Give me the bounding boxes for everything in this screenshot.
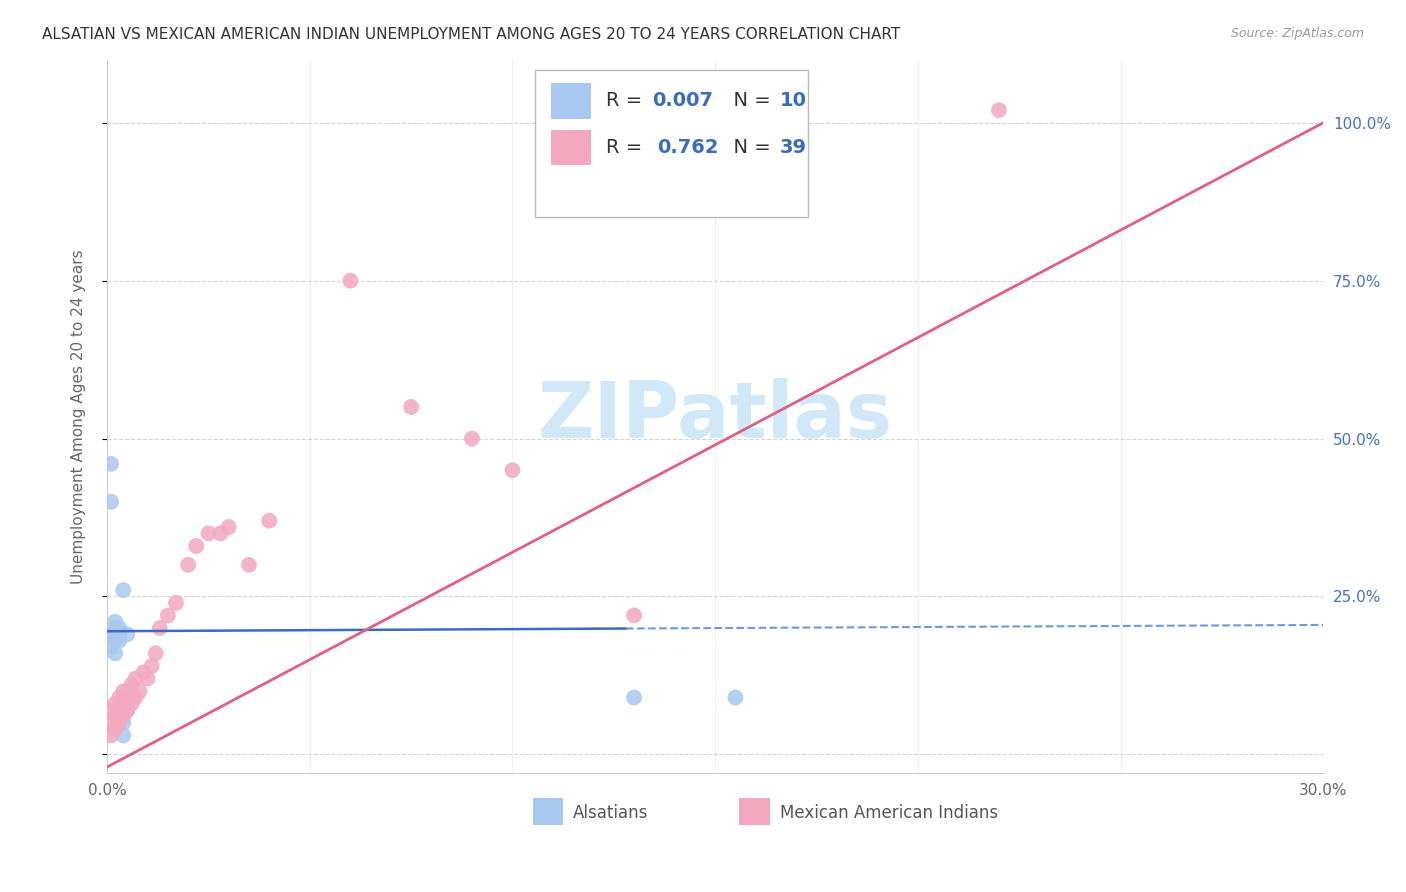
Point: [461, 432, 484, 446]
Point: [100, 457, 122, 471]
Point: [104, 615, 127, 629]
Point: [100, 715, 122, 730]
FancyBboxPatch shape: [533, 798, 564, 825]
Point: [724, 690, 747, 705]
Point: [623, 690, 645, 705]
Point: [108, 633, 131, 648]
Point: [112, 709, 135, 723]
FancyBboxPatch shape: [740, 798, 770, 825]
Point: [987, 103, 1010, 117]
Text: 0.762: 0.762: [657, 138, 718, 157]
Point: [112, 583, 135, 598]
Point: [124, 690, 146, 705]
Text: N =: N =: [721, 138, 778, 157]
Point: [132, 665, 155, 680]
Point: [104, 722, 127, 736]
Point: [117, 684, 139, 698]
Point: [339, 274, 361, 288]
FancyBboxPatch shape: [536, 70, 808, 217]
Point: [623, 608, 645, 623]
Point: [108, 627, 131, 641]
Point: [117, 690, 139, 705]
Point: [100, 728, 122, 742]
Text: R =: R =: [606, 92, 648, 111]
Point: [501, 463, 523, 477]
Point: [104, 627, 127, 641]
Point: [156, 608, 179, 623]
Point: [117, 703, 139, 717]
Point: [117, 703, 139, 717]
Point: [112, 697, 135, 711]
Point: [238, 558, 260, 572]
Point: [136, 672, 159, 686]
FancyBboxPatch shape: [551, 83, 591, 119]
Point: [124, 672, 146, 686]
Text: Alsatians: Alsatians: [572, 804, 648, 822]
Point: [197, 526, 219, 541]
Point: [104, 646, 127, 660]
Point: [145, 646, 167, 660]
Text: N =: N =: [721, 92, 778, 111]
Point: [108, 703, 131, 717]
Point: [100, 640, 122, 654]
Point: [108, 627, 131, 641]
Point: [104, 697, 127, 711]
Text: 10: 10: [780, 92, 807, 111]
Y-axis label: Unemployment Among Ages 20 to 24 years: Unemployment Among Ages 20 to 24 years: [72, 249, 86, 583]
Point: [141, 659, 163, 673]
Point: [104, 621, 127, 635]
Point: [149, 621, 172, 635]
Point: [108, 621, 131, 635]
Text: 0.007: 0.007: [652, 92, 713, 111]
Point: [209, 526, 232, 541]
Point: [186, 539, 208, 553]
Point: [112, 715, 135, 730]
Point: [104, 709, 127, 723]
Point: [108, 715, 131, 730]
Text: ALSATIAN VS MEXICAN AMERICAN INDIAN UNEMPLOYMENT AMONG AGES 20 TO 24 YEARS CORRE: ALSATIAN VS MEXICAN AMERICAN INDIAN UNEM…: [42, 27, 900, 42]
FancyBboxPatch shape: [551, 129, 591, 165]
Point: [100, 627, 122, 641]
Point: [120, 678, 142, 692]
Point: [117, 627, 139, 641]
Point: [257, 514, 280, 528]
Point: [177, 558, 200, 572]
Text: Source: ZipAtlas.com: Source: ZipAtlas.com: [1230, 27, 1364, 40]
Point: [104, 633, 127, 648]
Point: [120, 697, 142, 711]
Text: Mexican American Indians: Mexican American Indians: [780, 804, 998, 822]
Point: [112, 684, 135, 698]
Text: R =: R =: [606, 138, 654, 157]
Point: [112, 728, 135, 742]
Point: [399, 400, 422, 414]
Text: 39: 39: [780, 138, 807, 157]
Point: [100, 703, 122, 717]
Point: [108, 690, 131, 705]
Point: [218, 520, 240, 534]
Point: [165, 596, 187, 610]
Text: ZIPatlas: ZIPatlas: [537, 378, 893, 454]
Point: [100, 494, 122, 508]
Point: [128, 684, 150, 698]
